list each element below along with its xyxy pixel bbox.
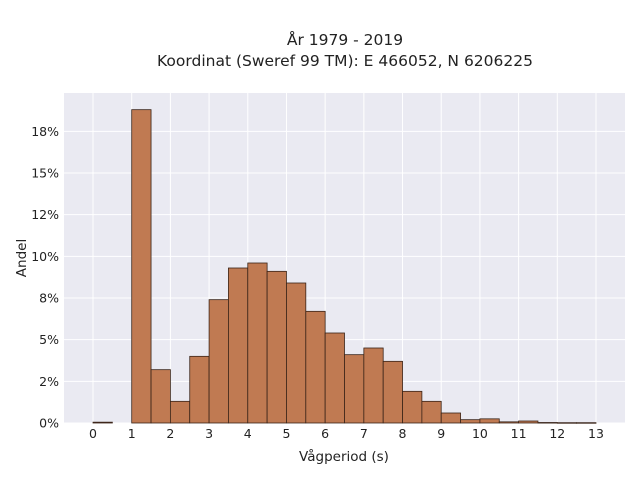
x-tick-label: 4 [244, 426, 252, 441]
histogram-bar [92, 421, 113, 424]
histogram-bar [460, 419, 481, 424]
y-axis-label: Andel [14, 239, 30, 277]
chart-title: År 1979 - 2019 [287, 30, 403, 49]
x-tick-label: 5 [282, 426, 290, 441]
y-tick-labels: 0% 2% 5% 8% 10% 12% 15% 18% [31, 124, 59, 431]
histogram-bar [344, 354, 365, 424]
histogram-bar [363, 347, 384, 424]
x-axis-label: Vågperiod (s) [299, 448, 389, 465]
histogram-bar [131, 109, 152, 424]
histogram-bar [324, 332, 345, 424]
x-tick-label: 8 [399, 426, 407, 441]
x-tick-label: 12 [549, 426, 565, 441]
histogram-bar [169, 400, 191, 424]
x-tick-label: 10 [472, 426, 488, 441]
histogram-bar [305, 310, 326, 424]
y-tick-label: 8% [39, 291, 59, 306]
bars [92, 109, 597, 424]
y-tick-label: 5% [39, 332, 59, 347]
histogram-bar [556, 422, 578, 424]
histogram-bar [421, 400, 442, 424]
histogram-bar [150, 369, 171, 424]
x-tick-label: 0 [89, 426, 97, 441]
histogram-bar [576, 422, 597, 424]
x-tick-label: 2 [166, 426, 174, 441]
x-tick-label: 9 [437, 426, 445, 441]
histogram-bar [247, 262, 268, 424]
histogram-bar [228, 267, 249, 424]
x-tick-label: 6 [321, 426, 329, 441]
y-tick-label: 0% [39, 416, 59, 431]
histogram-bar [286, 282, 307, 424]
histogram-bar [189, 355, 210, 424]
x-tick-label: 13 [588, 426, 604, 441]
y-tick-label: 18% [31, 124, 59, 139]
histogram-bar [498, 421, 520, 424]
histogram-bar [440, 412, 461, 424]
x-tick-label: 11 [511, 426, 527, 441]
histogram-bar [518, 420, 539, 424]
histogram-bar [479, 418, 500, 424]
x-tick-label: 1 [128, 426, 136, 441]
y-tick-label: 10% [31, 249, 59, 264]
histogram-bar [402, 390, 423, 424]
y-tick-label: 2% [39, 374, 59, 389]
x-tick-label: 7 [360, 426, 368, 441]
histogram-bar [208, 299, 229, 424]
histogram-bar [537, 422, 558, 424]
histogram-bar [382, 360, 403, 424]
y-tick-label: 12% [31, 207, 59, 222]
histogram-bar [266, 270, 287, 424]
x-tick-labels: 0 1 2 3 4 5 6 7 8 9 10 11 12 13 [89, 426, 604, 441]
chart-subtitle: Koordinat (Sweref 99 TM): E 466052, N 62… [157, 52, 533, 70]
y-tick-label: 15% [31, 166, 59, 181]
x-tick-label: 3 [205, 426, 213, 441]
